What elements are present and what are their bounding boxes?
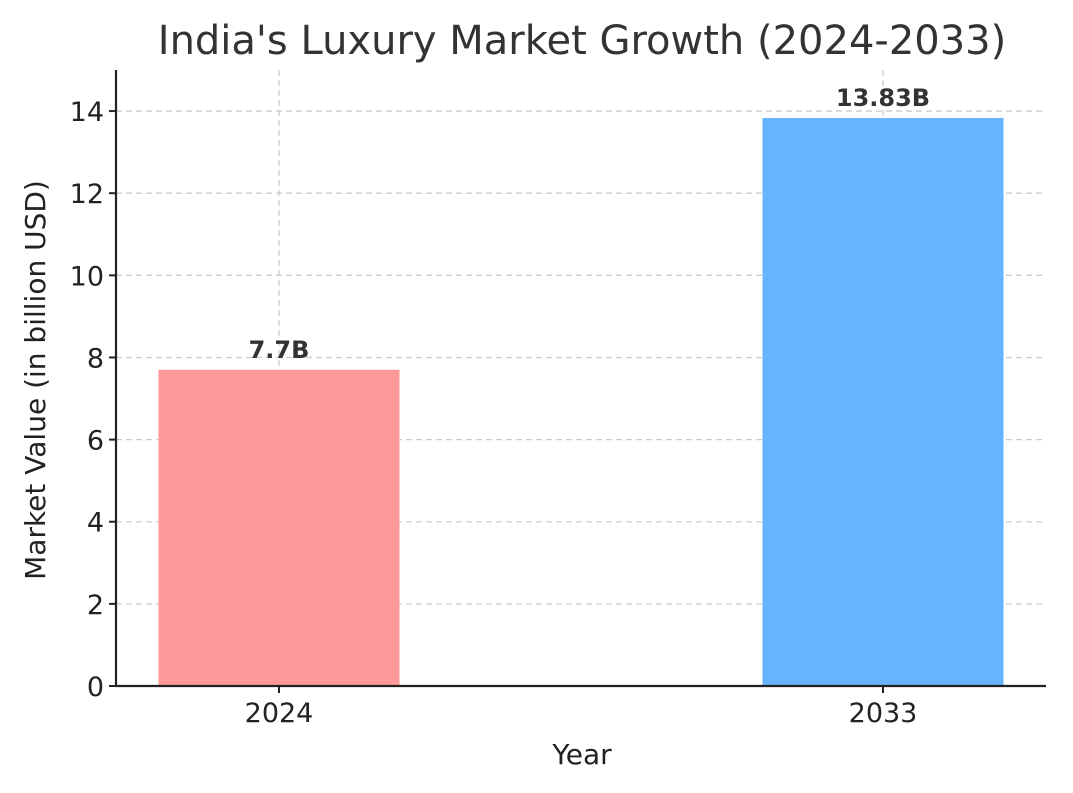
chart-title: India's Luxury Market Growth (2024-2033)	[158, 18, 1006, 64]
data-label: 13.83B	[836, 84, 930, 112]
y-tick-label: 8	[87, 343, 104, 374]
y-tick-label: 4	[87, 508, 104, 539]
y-tick-label: 6	[87, 426, 104, 457]
y-tick-label: 14	[70, 97, 104, 128]
x-tick-label: 2024	[245, 698, 314, 729]
bar-2024	[158, 369, 400, 686]
y-tick-label: 12	[70, 179, 104, 210]
y-tick-label: 10	[70, 261, 104, 292]
bars	[158, 118, 1004, 687]
y-tick-label: 0	[87, 672, 104, 703]
y-tick-label: 2	[87, 590, 104, 621]
data-labels: 7.7B 13.83B	[249, 84, 931, 364]
x-tick-label: 2033	[849, 698, 918, 729]
axes: 0 2 4 6 8 10 12 14 2024 2033	[70, 70, 1046, 729]
y-axis-label: Market Value (in billion USD)	[19, 180, 52, 580]
x-axis-label: Year	[551, 738, 612, 771]
bar-2033	[762, 118, 1004, 687]
data-label: 7.7B	[249, 336, 310, 364]
